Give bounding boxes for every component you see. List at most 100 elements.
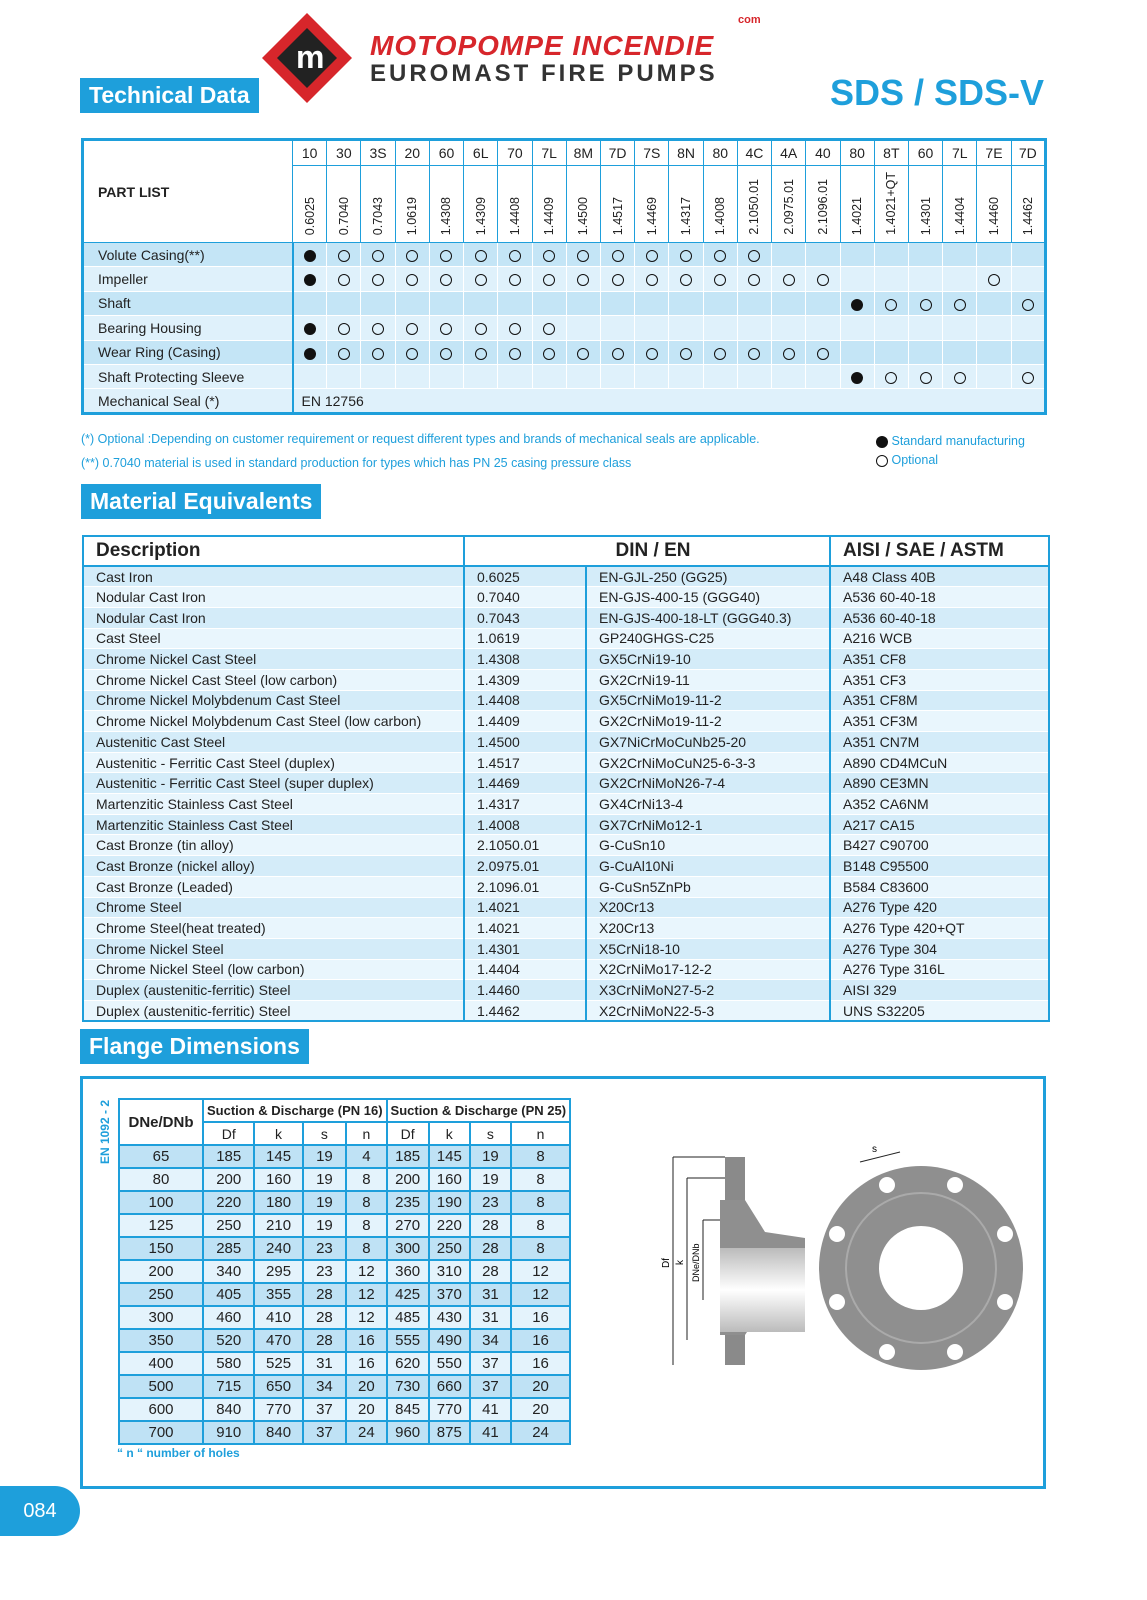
part-cell [873, 290, 909, 317]
material-header: 1.4517 [599, 165, 636, 243]
open-circle-icon [782, 274, 795, 287]
part-cell [942, 290, 978, 317]
open-circle-icon [508, 274, 521, 287]
part-cell [771, 290, 807, 317]
part-cell [736, 290, 773, 317]
part-cell [463, 363, 499, 390]
open-circle-icon [876, 454, 888, 467]
material-row: Chrome Nickel Molybdenum Cast Steel (low… [82, 710, 1051, 732]
flange-cell: 210 [253, 1213, 304, 1238]
part-cell [907, 290, 944, 317]
flange-cell: 145 [427, 1144, 471, 1169]
flange-cell: 19 [301, 1144, 348, 1169]
material-header: 1.4317 [668, 165, 704, 243]
flange-cell: 485 [385, 1305, 430, 1330]
material-cell: UNS S32205 [829, 999, 1051, 1022]
part-cell [1010, 290, 1047, 317]
open-circle-icon [577, 249, 590, 262]
material-cell: GX2CrNiMoCuN25-6-3-3 [585, 751, 832, 774]
svg-text:m: m [296, 39, 324, 75]
material-cell: X5CrNi18-10 [585, 937, 832, 960]
part-cell [360, 290, 396, 317]
open-circle-icon [714, 347, 727, 360]
model-title: SDS / SDS-V [829, 72, 1044, 113]
code-header: 8T [873, 139, 909, 166]
flange-cell: 37 [468, 1374, 512, 1399]
material-cell: G-CuSn10 [585, 834, 832, 857]
flange-cell: 270 [385, 1213, 430, 1238]
standard-label: EN 1092 - 2 [98, 1100, 114, 1172]
sub-header: s [301, 1122, 348, 1146]
part-cell [1010, 315, 1047, 341]
material-equivalents-table: Description DIN / EN AISI / SAE / ASTM C… [82, 535, 1051, 1023]
part-cell [565, 266, 601, 292]
flange-cell: 28 [301, 1328, 348, 1353]
material-cell: A48 Class 40B [829, 565, 1051, 588]
flange-cell: 19 [301, 1213, 348, 1238]
flange-dimensions-heading: Flange Dimensions [80, 1029, 309, 1064]
material-header: 1.4462 [1010, 165, 1047, 243]
flange-cell: 250 [118, 1282, 204, 1307]
flange-cell: 555 [385, 1328, 430, 1353]
material-cell: GX7CrNiMo12-1 [585, 813, 832, 836]
open-circle-icon [645, 347, 658, 360]
part-list-table: PART LIST 10 30 3S 20 60 6L 70 7L 8M 7D 7S 8N 80 4C 4A 4… [81, 138, 1047, 415]
part-cell [907, 266, 944, 292]
flange-cell: 700 [118, 1420, 204, 1445]
material-row: Cast Bronze (nickel alloy) 2.0975.01 G-CuA… [82, 855, 1051, 877]
part-cell [873, 339, 909, 365]
material-cell: 1.4021 [463, 896, 587, 919]
flange-row: 300 460 410 28 12 485 430 31 16 [118, 1305, 572, 1330]
flange-cell: 400 [118, 1351, 204, 1376]
part-cell [634, 241, 670, 268]
open-circle-icon [714, 249, 727, 262]
flange-cell: 12 [345, 1305, 388, 1330]
open-circle-icon [406, 249, 419, 262]
flange-row: 65 185 145 19 4 185 145 19 8 [118, 1144, 572, 1169]
material-cell: A276 Type 420+QT [829, 917, 1051, 939]
flange-cell: 34 [301, 1374, 348, 1399]
material-code: 1.4309 [473, 196, 488, 235]
flange-cell: 37 [301, 1397, 348, 1422]
flange-cell: 12 [345, 1259, 388, 1284]
material-code: 1.4469 [644, 196, 659, 235]
part-cell [360, 315, 396, 341]
material-cell: Chrome Nickel Steel [82, 937, 465, 960]
flange-cell: 16 [345, 1328, 388, 1353]
material-cell: Cast Bronze (tin alloy) [82, 834, 465, 857]
part-cell [976, 339, 1012, 365]
flange-cell: 410 [253, 1305, 304, 1330]
flange-cell: 16 [509, 1305, 572, 1330]
material-cell: A216 WCB [829, 627, 1051, 650]
part-cell [326, 241, 362, 268]
flange-cell: 8 [345, 1190, 388, 1215]
material-cell: X3CrNiMoN27-5-2 [585, 979, 832, 1001]
part-cell [291, 266, 328, 292]
filled-circle-icon [303, 274, 316, 287]
part-cell [976, 363, 1012, 390]
part-cell [907, 363, 944, 390]
material-cell: A351 CF3M [829, 710, 1051, 732]
part-cell [839, 266, 875, 292]
part-cell [497, 290, 533, 317]
part-label: Wear Ring (Casing) [82, 339, 294, 365]
open-circle-icon [1021, 371, 1034, 384]
flange-cell: 8 [345, 1236, 388, 1261]
material-cell: 1.4517 [463, 751, 587, 774]
material-cell: B584 C83600 [829, 875, 1051, 898]
part-label: Mechanical Seal (*) [82, 388, 294, 414]
part-cell [394, 241, 430, 268]
part-cell [326, 363, 362, 390]
part-cell [839, 290, 875, 317]
part-cell [668, 339, 704, 365]
open-circle-icon [714, 274, 727, 287]
flange-cell: 235 [385, 1190, 430, 1215]
part-cell [873, 266, 909, 292]
material-cell: 1.0619 [463, 627, 587, 650]
part-cell [942, 339, 978, 365]
flange-cell: 65 [118, 1144, 204, 1169]
open-circle-icon [611, 347, 624, 360]
part-cell [736, 266, 773, 292]
flange-cell: 220 [427, 1213, 471, 1238]
part-row: Bearing Housing [82, 315, 1047, 341]
